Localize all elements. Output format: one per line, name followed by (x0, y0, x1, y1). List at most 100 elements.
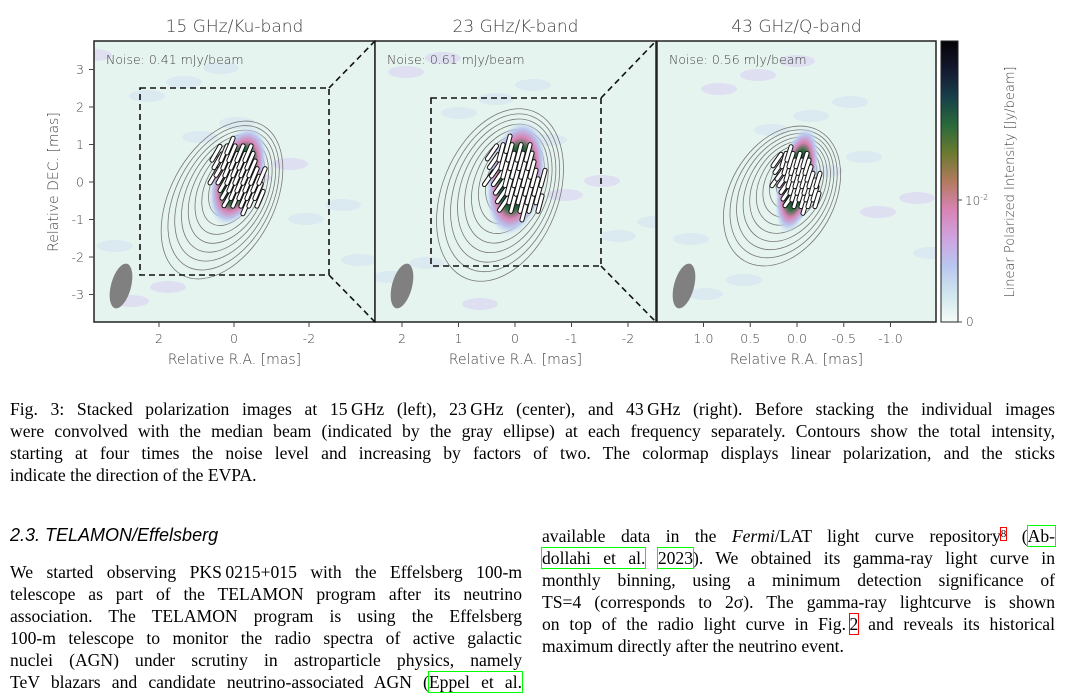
paragraph-line: We started observing PKS 0215+015 with t… (10, 562, 522, 582)
noise-patch (425, 52, 461, 64)
evpa-stick (517, 151, 525, 171)
evpa-stick (796, 158, 804, 175)
evpa-stick (491, 169, 505, 187)
evpa-stick (536, 194, 544, 213)
evpa-stick (227, 144, 237, 163)
evpa-stick (530, 168, 538, 188)
evpa-stick (805, 165, 813, 182)
evpa-stick (231, 159, 241, 178)
noise-patch (584, 175, 620, 187)
evpa-stick (809, 178, 817, 195)
evpa-stick (255, 189, 265, 208)
noise-patch (441, 107, 477, 119)
x-tick-label: 2 (155, 331, 163, 346)
panel-image (94, 41, 375, 322)
noise-patch (637, 216, 656, 228)
noise-patch (288, 213, 324, 225)
evpa-stick (523, 177, 531, 196)
evpa-stick (247, 159, 257, 178)
evpa-stick (227, 174, 237, 193)
citation-link[interactable]: Ab- (1026, 525, 1057, 547)
evpa-stick (253, 182, 263, 201)
evpa-stick (225, 136, 235, 155)
evpa-stick (245, 182, 255, 201)
noise-patch (726, 274, 762, 286)
evpa-stick (249, 167, 259, 185)
contour (450, 118, 557, 263)
evpa-stick (509, 194, 517, 213)
evpa-stick (485, 144, 499, 161)
x-tick-label: 0 (511, 331, 519, 346)
citation-link[interactable]: Eppel et al. (427, 671, 524, 693)
colorbar-label: Linear Polarized Intensity [Jy/beam] (1003, 66, 1018, 297)
evpa-stick (231, 189, 241, 208)
zoom-connector-lines (328, 40, 657, 323)
paragraph-line: monthly binning, using a minimum detecti… (542, 570, 1055, 590)
citation-link[interactable]: dollahi et al. (540, 547, 647, 569)
evpa-stick (243, 144, 253, 163)
y-tick-label: 2 (76, 100, 84, 115)
evpa-stick (521, 168, 529, 188)
y-axis-label: Relative DEC. [mas] (46, 112, 62, 252)
evpa-stick (524, 143, 532, 162)
evpa-stick (519, 160, 527, 179)
evpa-stick (518, 194, 526, 213)
noise-patch (673, 233, 709, 245)
footnote-link[interactable]: 8 (999, 527, 1008, 541)
evpa-stick (497, 195, 511, 212)
paragraph-line: TS=4 (corresponds to 2σ). The gamma-ray … (542, 592, 1055, 612)
evpa-stick (241, 167, 251, 185)
evpa-stick (785, 145, 793, 162)
evpa-stick (801, 151, 809, 169)
noise-patch (462, 298, 498, 310)
noise-patch (409, 257, 445, 269)
noise-patch (97, 240, 133, 252)
evpa-stick (237, 151, 247, 170)
text: TeV blazars and candidate neutrino-assoc… (10, 672, 429, 692)
evpa-stick (794, 151, 802, 169)
x-tick-label: 2 (398, 331, 406, 346)
y-tick-label: -3 (72, 287, 84, 302)
evpa-stick (508, 151, 516, 171)
noise-patch (478, 93, 514, 105)
evpa-stick (520, 202, 528, 222)
noise-patch (515, 79, 551, 91)
evpa-stick (803, 158, 811, 175)
evpa-stick (497, 143, 505, 162)
evpa-stick (221, 151, 231, 170)
colorbar-gradient (940, 40, 959, 323)
evpa-stick (501, 160, 509, 179)
evpa-stick (787, 151, 795, 169)
paragraph-line: TeV blazars and candidate neutrino-assoc… (10, 671, 524, 693)
evpa-stick (505, 177, 513, 196)
text: /LAT light curve repository (774, 526, 1001, 546)
noise-patch (150, 281, 186, 293)
text: ( (1006, 526, 1028, 546)
evpa-stick (807, 171, 815, 189)
paragraph-line: association. The TELAMON program is usin… (10, 606, 522, 626)
section-heading: 2.3. TELAMON/Effelsberg (10, 525, 219, 545)
evpa-stick (499, 151, 507, 171)
contour (436, 108, 564, 282)
paragraph-line: telescope as part of the TELAMON program… (10, 584, 522, 604)
y-tick-label: 0 (76, 175, 84, 190)
evpa-stick (510, 160, 518, 179)
x-tick-label: 1 (455, 331, 463, 346)
evpa-stick (225, 167, 235, 185)
evpa-stick (219, 144, 229, 163)
zoom-connector-line (600, 265, 657, 323)
panel-image (657, 41, 936, 322)
x-tick-label: -0.5 (832, 331, 856, 346)
text-italic: Fermi (731, 526, 775, 546)
citation-year-link[interactable]: 2023 (656, 547, 695, 569)
noise-patch (687, 288, 723, 300)
x-tick-label: 1.0 (694, 331, 714, 346)
x-tick-label: -2 (303, 331, 315, 346)
x-tick-label: 0.0 (787, 331, 807, 346)
panel-image (375, 41, 656, 322)
evpa-stick (539, 168, 547, 188)
noise-patch (846, 151, 882, 163)
evpa-stick (514, 177, 522, 196)
figure-ref-link[interactable]: 2 (848, 613, 860, 635)
panel-title: 43 GHz/Q-band (731, 17, 861, 37)
